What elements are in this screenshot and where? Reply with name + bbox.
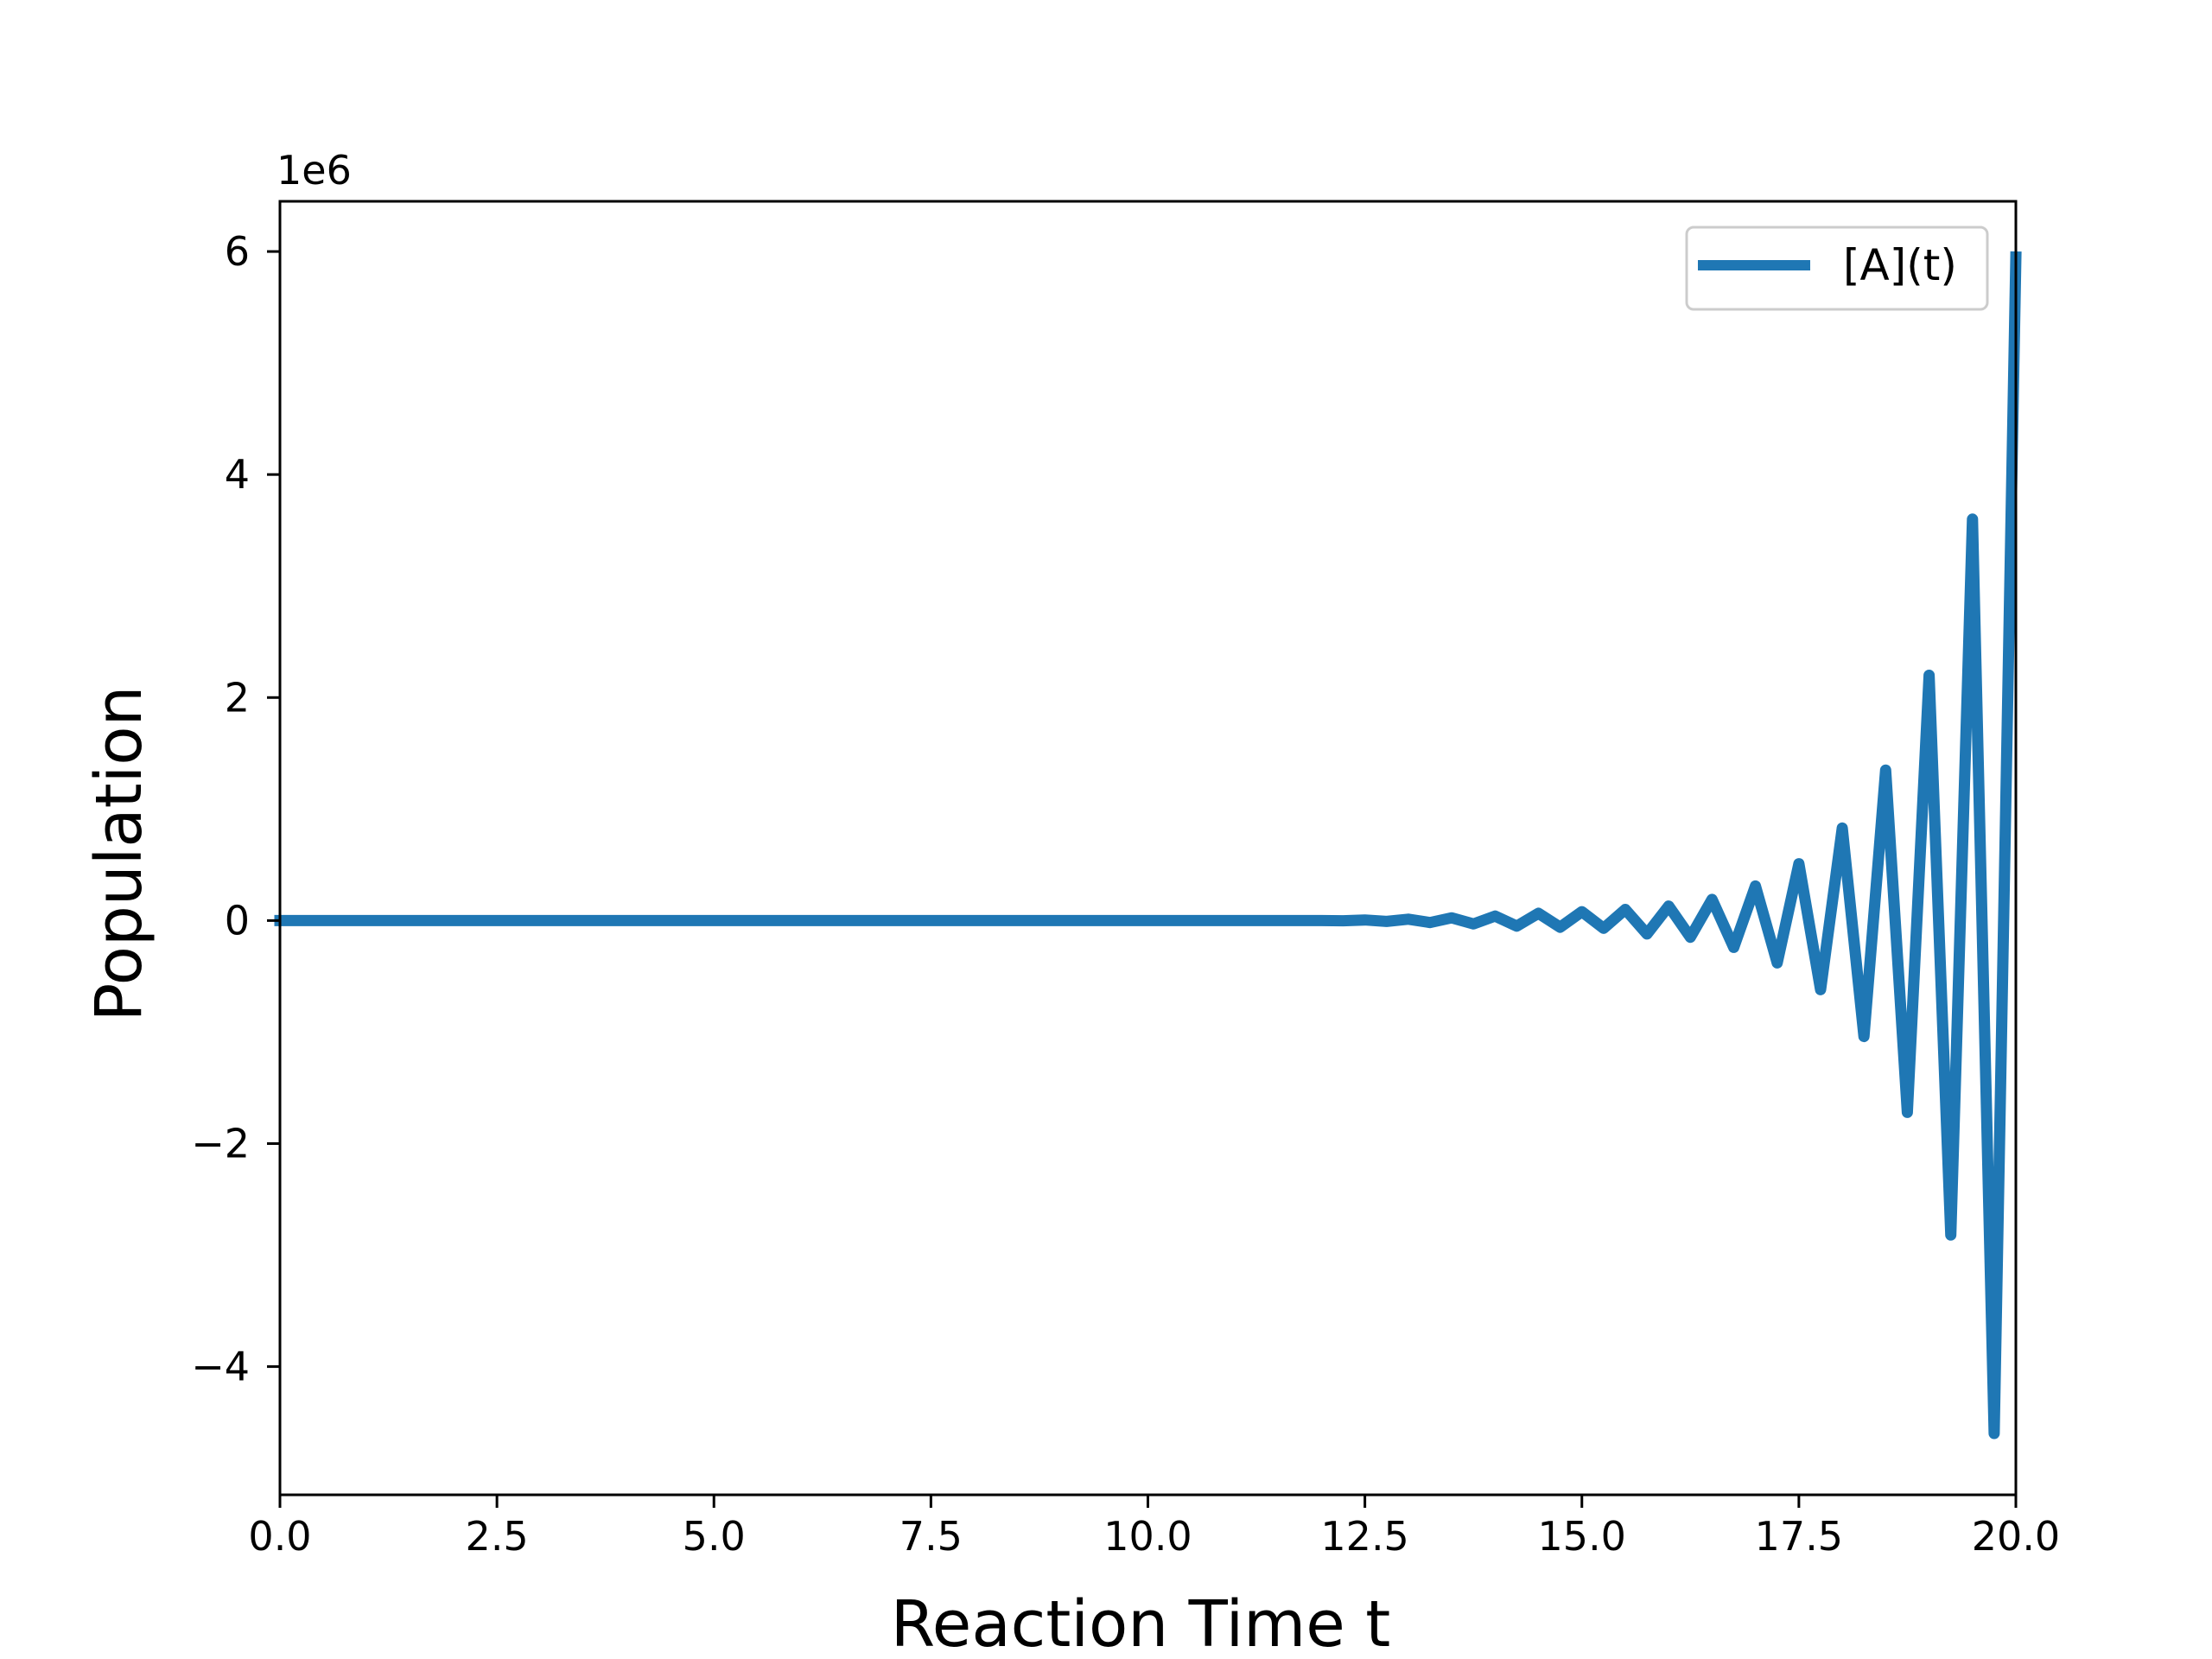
y-tick-label: 4 [225,451,250,498]
x-tick-label: 20.0 [1972,1513,2060,1560]
legend-label: [A](t) [1843,240,1957,290]
y-tick-label: 0 [225,897,250,944]
axes: 0.0 2.5 5.0 7.5 10.0 12.5 15.0 17.5 20.0 −4 −2 0 2 4 6 [191,200,2060,1560]
plot-area [274,251,2022,1440]
x-tick-label: 5.0 [683,1513,746,1560]
legend: [A](t) [1685,226,1989,311]
legend-box [1685,226,1989,311]
x-tick-label: 15.0 [1538,1513,1626,1560]
y-axis-label: Population [82,686,156,1022]
y-tick-label: −4 [191,1344,250,1390]
x-tick-label: 17.5 [1755,1513,1843,1560]
x-tick-label: 2.5 [466,1513,529,1560]
x-tick-label: 12.5 [1320,1513,1408,1560]
x-tick-label: 0.0 [248,1513,311,1560]
y-tick-label: 6 [225,228,250,275]
x-tick-label: 10.0 [1103,1513,1192,1560]
x-tick-label: 7.5 [899,1513,963,1560]
y-offset-label: 1e6 [276,147,352,194]
series-line-0 [274,251,2022,1440]
x-axis-label: Reaction Time t [891,1587,1391,1659]
y-tick-label: −2 [191,1120,250,1166]
y-tick-label: 2 [225,674,250,721]
